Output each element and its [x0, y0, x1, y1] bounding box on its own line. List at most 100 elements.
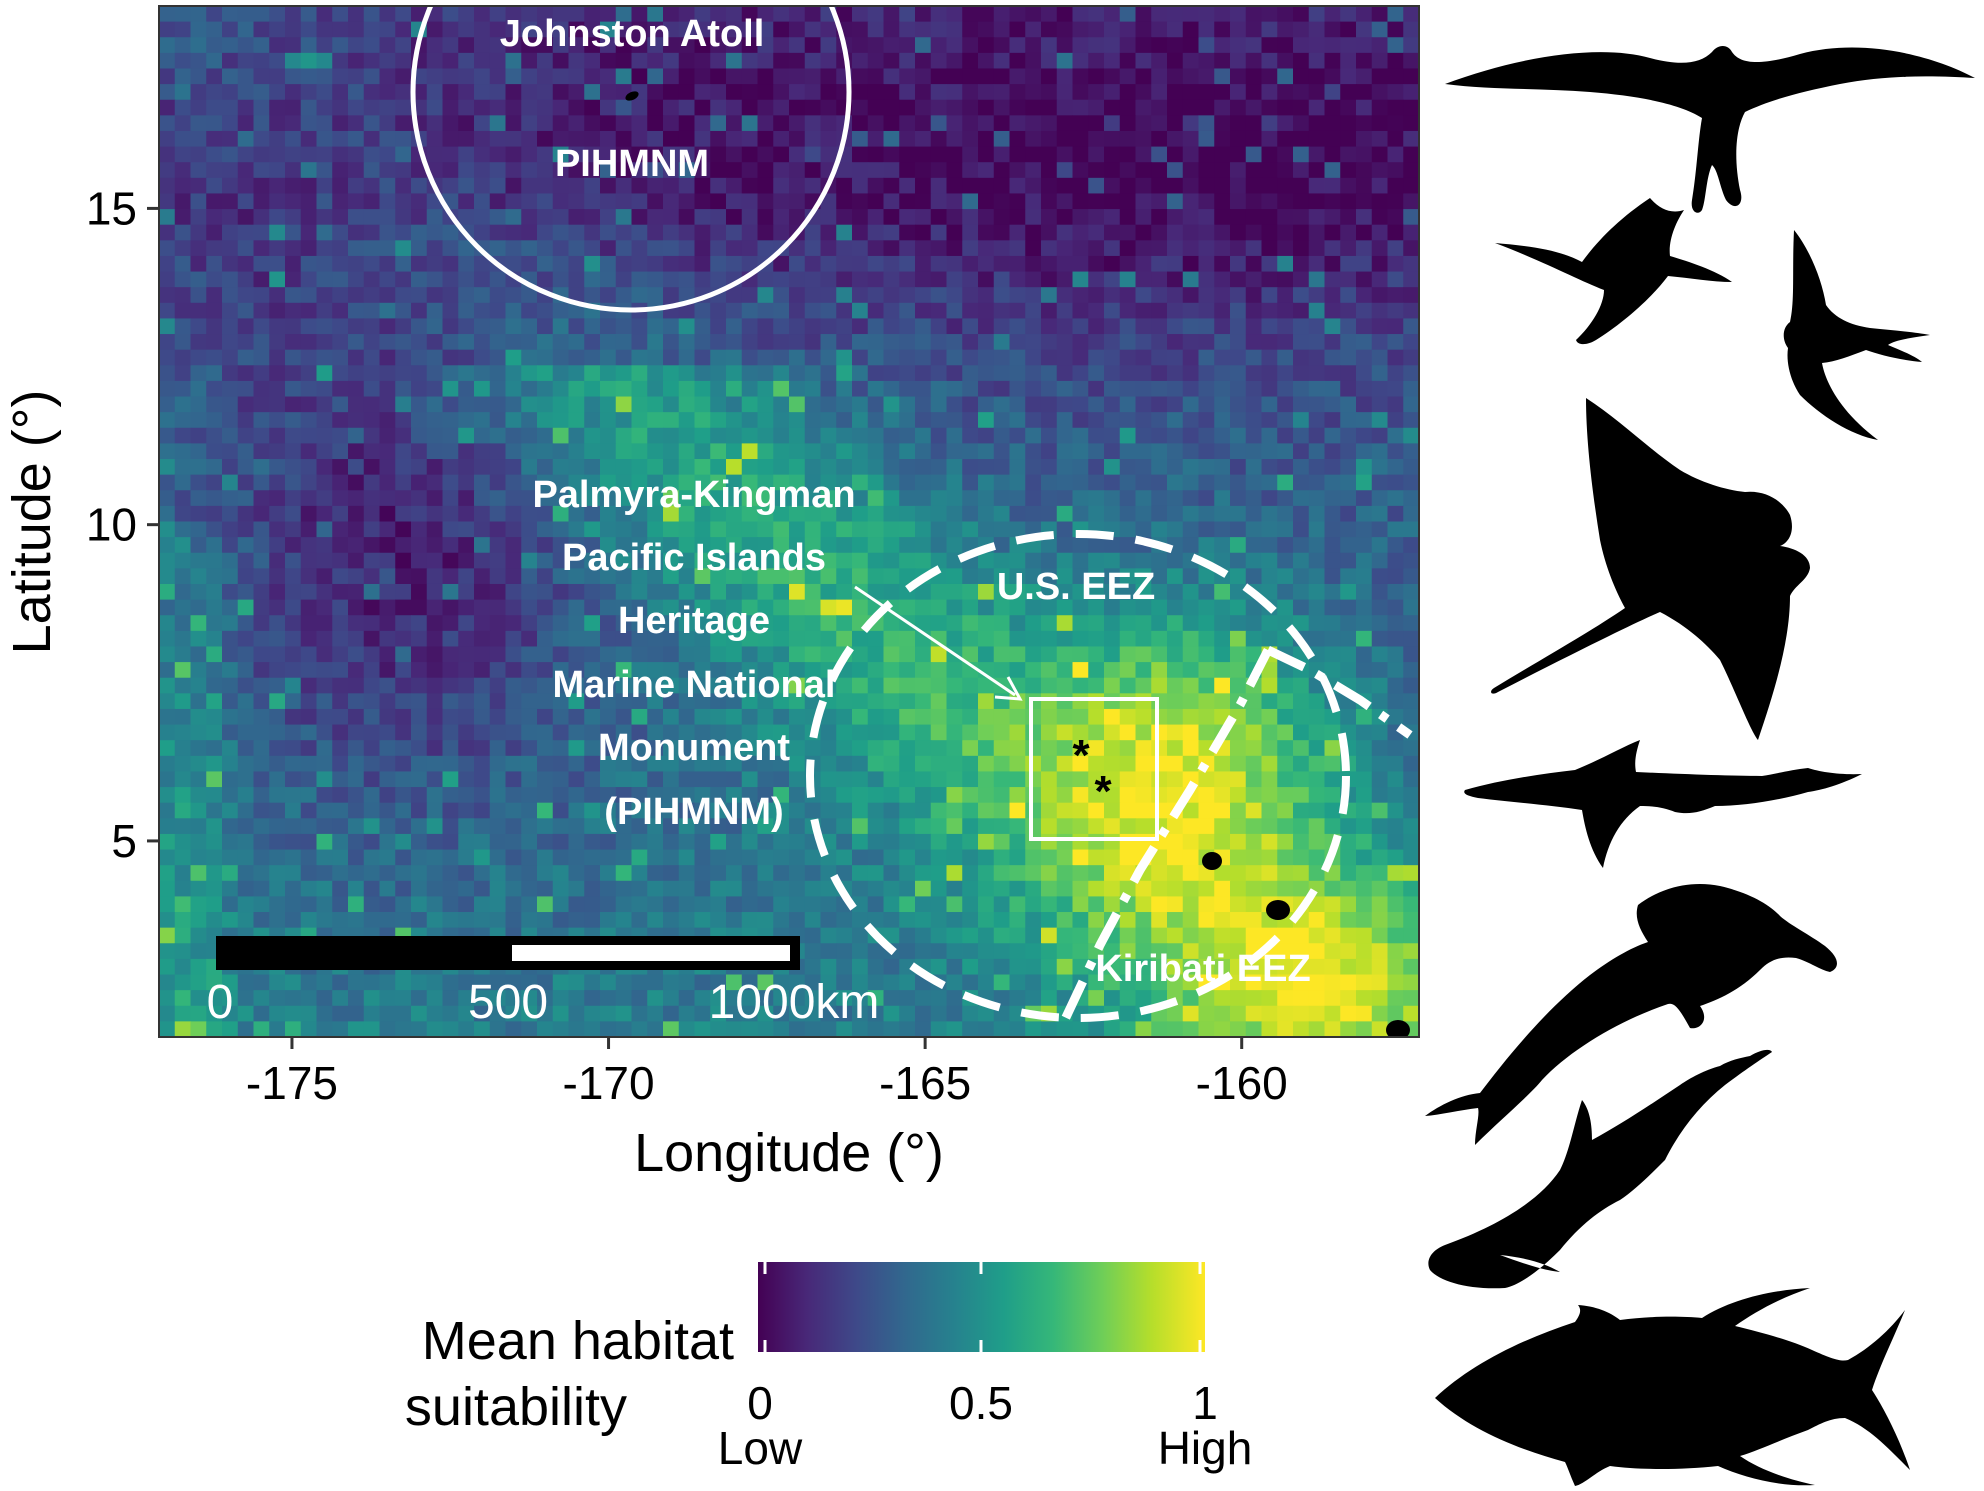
raster-cell: [222, 646, 239, 663]
raster-cell: [474, 974, 491, 991]
raster-cell: [285, 162, 302, 179]
raster-cell: [269, 52, 286, 70]
raster-cell: [930, 412, 948, 429]
raster-cell: [694, 84, 711, 101]
raster-cell: [1277, 146, 1294, 163]
raster-cell: [237, 630, 255, 648]
raster-cell: [1009, 958, 1026, 976]
raster-cell: [678, 21, 696, 38]
raster-cell: [537, 708, 554, 726]
raster-cell: [678, 396, 696, 413]
raster-cell: [930, 177, 948, 195]
raster-cell: [773, 490, 790, 507]
raster-cell: [1293, 193, 1310, 210]
raster-cell: [174, 459, 192, 476]
raster-cell: [1041, 708, 1058, 726]
raster-cell: [1324, 99, 1341, 116]
raster-cell: [678, 474, 696, 491]
raster-cell: [1293, 958, 1310, 976]
raster-cell: [836, 708, 853, 726]
raster-cell: [474, 177, 491, 195]
raster-cell: [1088, 912, 1105, 929]
raster-cell: [300, 552, 318, 569]
raster-cell: [1356, 912, 1373, 929]
raster-cell: [741, 552, 759, 569]
raster-cell: [1009, 177, 1026, 195]
raster-cell: [442, 21, 459, 38]
raster-cell: [915, 318, 932, 335]
raster-cell: [584, 662, 601, 679]
raster-cell: [930, 146, 948, 163]
raster-cell: [332, 833, 349, 851]
raster-cell: [726, 677, 743, 694]
raster-cell: [615, 865, 633, 882]
raster-cell: [993, 318, 1011, 335]
raster-cell: [426, 677, 444, 694]
raster-cell: [505, 693, 522, 710]
raster-cell: [1056, 37, 1074, 54]
raster-cell: [332, 599, 349, 616]
raster-cell: [726, 740, 743, 757]
raster-cell: [300, 490, 318, 507]
raster-cell: [678, 193, 696, 210]
raster-cell: [222, 240, 239, 257]
raster-cell: [1198, 6, 1215, 23]
raster-cell: [710, 505, 727, 523]
raster-cell: [1198, 318, 1215, 335]
raster-cell: [631, 677, 648, 694]
raster-cell: [946, 334, 963, 351]
raster-cell: [1387, 287, 1404, 304]
raster-cell: [663, 99, 680, 116]
raster-cell: [930, 818, 948, 835]
raster-cell: [600, 474, 617, 491]
raster-cell: [474, 599, 491, 616]
raster-cell: [1104, 568, 1121, 585]
raster-cell: [285, 583, 302, 601]
raster-cell: [1025, 99, 1042, 116]
raster-cell: [1104, 271, 1121, 288]
raster-cell: [206, 880, 223, 898]
raster-cell: [647, 130, 664, 148]
raster-cell: [789, 896, 806, 913]
raster-cell: [1356, 505, 1373, 523]
raster-cell: [883, 427, 900, 444]
raster-cell: [678, 865, 696, 882]
raster-cell: [363, 646, 381, 663]
raster-cell: [1072, 115, 1089, 132]
raster-cell: [710, 412, 727, 429]
raster-cell: [1324, 630, 1341, 648]
raster-cell: [930, 552, 948, 569]
raster-cell: [442, 521, 459, 538]
raster-cell: [1340, 99, 1357, 116]
raster-cell: [978, 21, 995, 38]
raster-cell: [1371, 318, 1389, 335]
raster-cell: [1230, 224, 1247, 241]
raster-cell: [867, 958, 885, 976]
raster-cell: [332, 302, 349, 320]
raster-cell: [269, 459, 286, 476]
raster-cell: [710, 583, 727, 601]
raster-cell: [1230, 396, 1247, 413]
raster-cell: [348, 427, 365, 444]
raster-cell: [1245, 130, 1263, 148]
raster-cell: [1293, 177, 1310, 195]
raster-cell: [804, 349, 822, 366]
raster-cell: [600, 271, 617, 288]
raster-cell: [757, 615, 774, 632]
raster-cell: [411, 474, 428, 491]
raster-cell: [363, 84, 381, 101]
raster-cell: [773, 334, 790, 351]
raster-cell: [1041, 693, 1058, 710]
raster-cell: [253, 162, 270, 179]
raster-cell: [552, 68, 570, 85]
raster-cell: [489, 521, 507, 538]
raster-cell: [1340, 68, 1357, 85]
raster-cell: [710, 693, 727, 710]
raster-cell: [1072, 896, 1089, 913]
raster-cell: [883, 958, 900, 976]
raster-cell: [663, 974, 680, 991]
raster-cell: [1277, 130, 1294, 148]
raster-cell: [993, 630, 1011, 648]
raster-cell: [757, 443, 774, 460]
raster-cell: [1182, 943, 1200, 960]
